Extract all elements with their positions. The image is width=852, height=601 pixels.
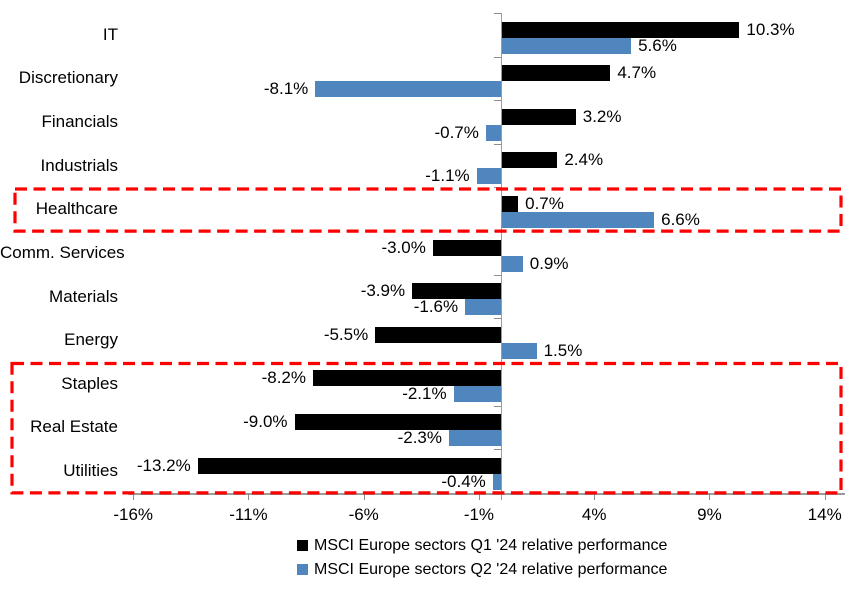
x-axis-tick	[363, 493, 365, 500]
bar-label-q2-it: 5.6%	[638, 35, 677, 55]
category-label-discretionary: Discretionary	[18, 68, 118, 88]
bar-label-q2-staples: -2.1%	[402, 384, 447, 404]
legend-label-q1: MSCI Europe sectors Q1 '24 relative perf…	[314, 536, 668, 554]
bar-q2-healthcare	[502, 211, 655, 228]
bar-label-q2-materials: -1.6%	[413, 297, 459, 317]
x-axis-tick	[824, 493, 826, 500]
x-axis-tick	[709, 493, 711, 500]
bar-label-q2-financials: -0.7%	[434, 122, 479, 142]
x-axis-tick-label: 14%	[807, 505, 842, 524]
category-label-healthcare: Healthcare	[35, 199, 118, 219]
x-axis-tick-label: -16%	[113, 505, 154, 524]
legend: MSCI Europe sectors Q1 '24 relative perf…	[297, 535, 667, 580]
x-axis-tick-label: 9%	[697, 505, 722, 524]
bar-label-q2-comm-services: 0.9%	[529, 253, 569, 273]
x-axis-tick	[248, 493, 250, 500]
category-label-materials: Materials	[49, 286, 118, 306]
bar-q2-energy	[502, 342, 537, 359]
bar-q1-financials	[502, 108, 576, 125]
category-tick	[494, 100, 501, 102]
bar-q2-comm-services	[502, 255, 523, 272]
bottom-axis-line	[128, 493, 845, 495]
category-tick	[494, 143, 501, 145]
bar-q2-discretionary	[315, 81, 502, 98]
category-label-industrials: Industrials	[40, 155, 118, 175]
bar-q1-comm-services	[432, 239, 502, 256]
bar-label-q1-real-estate: -9.0%	[243, 412, 288, 432]
bar-label-q2-healthcare: 6.6%	[661, 209, 700, 229]
bar-q2-materials	[465, 299, 502, 316]
legend-item-q2: MSCI Europe sectors Q2 '24 relative perf…	[297, 559, 667, 580]
x-axis-tick	[478, 493, 480, 500]
bar-label-q2-energy: 1.5%	[543, 340, 583, 360]
category-label-energy: Energy	[64, 330, 118, 350]
bar-label-q1-discretionary: 4.7%	[617, 63, 657, 83]
category-label-staples: Staples	[61, 373, 118, 393]
bar-q1-materials	[412, 283, 502, 300]
highlight-box-healthcare	[13, 187, 843, 233]
bar-q1-it	[502, 21, 740, 38]
bar-label-q1-energy: -5.5%	[323, 324, 369, 344]
bar-label-q1-it: 10.3%	[746, 19, 795, 39]
x-axis-tick-label: 4%	[581, 505, 607, 524]
bar-q2-financials	[485, 124, 502, 141]
category-tick	[494, 318, 501, 320]
bar-q1-healthcare	[502, 195, 519, 212]
bar-label-q2-discretionary: -8.1%	[263, 79, 309, 99]
x-axis-tick-label: -6%	[348, 505, 379, 524]
bar-q2-it	[502, 37, 632, 54]
bar-q2-industrials	[476, 168, 502, 185]
category-tick	[494, 56, 501, 58]
legend-swatch-q2	[297, 564, 308, 575]
bar-q2-staples	[453, 386, 502, 403]
legend-swatch-q1	[297, 540, 308, 551]
bar-q2-real-estate	[448, 430, 502, 447]
legend-label-q2: MSCI Europe sectors Q2 '24 relative perf…	[314, 560, 668, 578]
value-axis-line	[500, 13, 502, 500]
bar-label-q1-comm-services: -3.0%	[381, 237, 426, 257]
category-tick	[494, 274, 501, 276]
bar-label-q1-financials: 3.2%	[582, 106, 622, 126]
category-tick	[494, 13, 501, 14]
bar-label-q1-utilities: -13.2%	[136, 455, 191, 475]
category-label-financials: Financials	[41, 112, 118, 132]
bar-q1-discretionary	[502, 65, 611, 82]
category-label-utilities: Utilities	[63, 461, 118, 480]
x-axis-tick-label: -11%	[229, 505, 268, 524]
bar-q1-energy	[375, 326, 502, 343]
legend-item-q1: MSCI Europe sectors Q1 '24 relative perf…	[297, 535, 667, 556]
x-axis-tick	[594, 493, 596, 500]
x-axis-tick	[133, 493, 135, 500]
category-label-real-estate: Real Estate	[30, 417, 118, 437]
bar-label-q2-real-estate: -2.3%	[397, 428, 442, 448]
bar-label-q1-materials: -3.9%	[360, 281, 406, 301]
category-label-it: IT	[102, 24, 118, 44]
bar-q1-industrials	[502, 152, 558, 169]
bar-label-q1-staples: -8.2%	[261, 368, 306, 388]
x-axis-tick-label: -1%	[463, 505, 495, 524]
bar-label-q2-utilities: -0.4%	[441, 471, 486, 491]
category-label-comm-services: Comm. Services	[0, 242, 125, 262]
bar-label-q2-industrials: -1.1%	[425, 166, 470, 186]
bar-label-q1-healthcare: 0.7%	[525, 193, 564, 213]
bar-label-q1-industrials: 2.4%	[564, 150, 604, 170]
